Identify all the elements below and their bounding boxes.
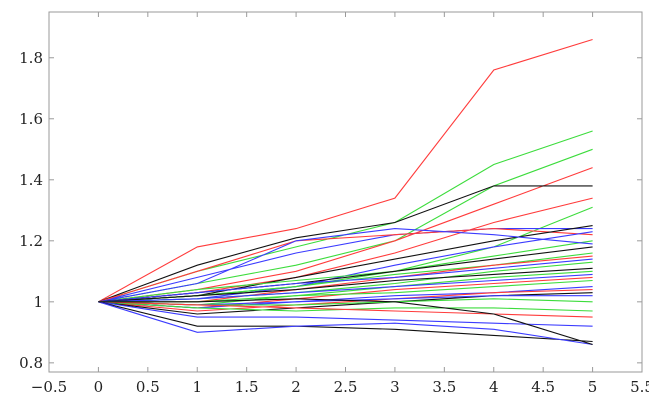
series-line-8	[98, 228, 593, 303]
x-tick-label: 4	[489, 378, 499, 396]
x-tick-label: −0.5	[31, 378, 67, 396]
series-line-12	[98, 240, 593, 303]
y-tick-label: 1.2	[19, 232, 43, 250]
series-line-19	[98, 267, 593, 303]
series-line-21	[98, 273, 593, 303]
y-tick-label: 1	[33, 293, 43, 311]
series-line-31	[98, 301, 593, 327]
series-line-5	[98, 185, 593, 303]
x-tick-label: 2.5	[334, 378, 358, 396]
series-line-1	[98, 38, 593, 303]
x-tick-label: 5	[588, 378, 598, 396]
x-tick-label: 3.5	[432, 378, 456, 396]
x-tick-label: 0.5	[136, 378, 160, 396]
series-line-9	[98, 228, 593, 303]
series-line-32	[98, 301, 593, 343]
y-tick-label: 1.8	[19, 49, 43, 67]
series-line-17	[98, 258, 593, 303]
series-line-25	[98, 289, 593, 312]
series-line-34	[98, 298, 593, 346]
series-line-13	[98, 228, 593, 303]
x-tick-label: 1	[192, 378, 202, 396]
plot-frame	[48, 11, 643, 373]
series-line-33	[98, 301, 593, 346]
x-tick-label: 4.5	[531, 378, 555, 396]
x-tick-label: 5.5	[630, 378, 649, 396]
x-tick-label: 2	[291, 378, 301, 396]
y-axis: 0.8 1 1.2 1.4 1.6 1.8	[19, 49, 642, 372]
series-line-30	[98, 301, 593, 318]
x-tick-label: 1.5	[235, 378, 259, 396]
y-tick-label: 1.4	[19, 171, 43, 189]
x-tick-label: 0	[94, 378, 104, 396]
series-layer	[98, 38, 593, 346]
y-tick-label: 1.6	[19, 110, 43, 128]
x-tick-label: 3	[390, 378, 400, 396]
y-tick-label: 0.8	[19, 354, 43, 372]
x-axis: −0.5 0 0.5 1 1.5 2 2.5 3 3.5 4 4.5 5 5.5	[31, 12, 649, 396]
